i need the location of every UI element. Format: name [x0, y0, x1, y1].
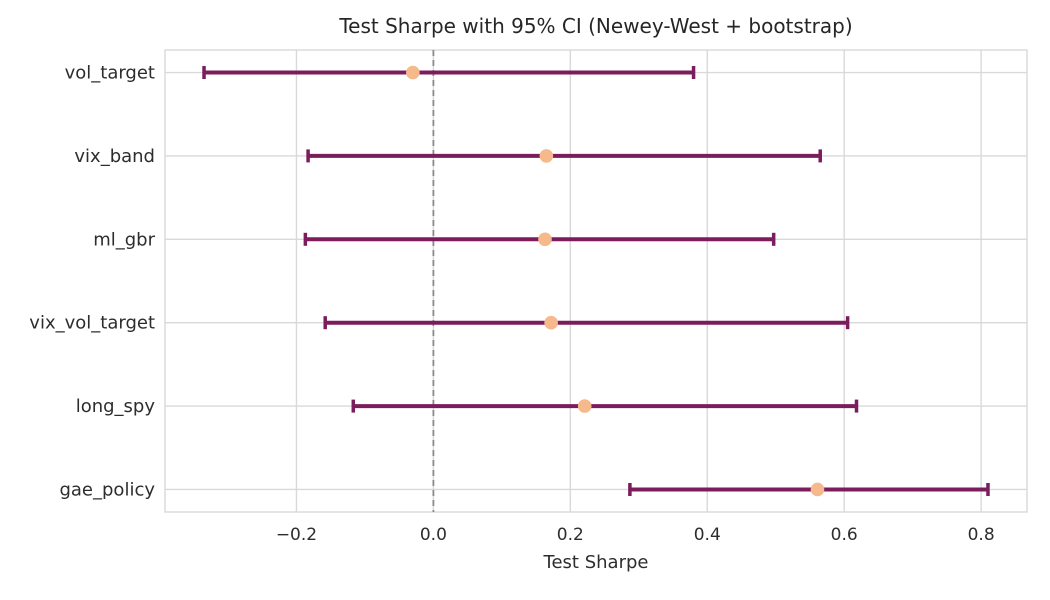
grid-layer — [165, 50, 1027, 512]
mean-marker — [406, 65, 420, 80]
y-tick-label: vol_target — [65, 63, 155, 84]
x-tick-label: 0.8 — [968, 525, 995, 545]
mean-marker — [577, 399, 592, 413]
mean-marker — [539, 149, 554, 163]
chart-title: Test Sharpe with 95% CI (Newey-West + bo… — [338, 14, 852, 38]
x-tick-label: −0.2 — [276, 525, 317, 545]
plot-border — [164, 49, 1028, 513]
mean-marker — [538, 232, 552, 247]
y-tick-label: vix_vol_target — [29, 313, 155, 334]
x-tick-label: 0.2 — [557, 525, 584, 545]
mean-marker — [544, 315, 558, 330]
y-tick-label: ml_gbr — [93, 229, 155, 250]
x-tick-label: 0.4 — [694, 525, 721, 545]
mean-marker — [810, 482, 825, 497]
y-tick-label: vix_band — [74, 146, 155, 167]
y-tick-label: gae_policy — [59, 479, 155, 500]
x-axis-label: Test Sharpe — [543, 552, 649, 573]
y-tick-label: long_spy — [76, 396, 156, 417]
x-tick-label: 0.6 — [831, 525, 858, 545]
data-layer — [202, 65, 990, 497]
axis-layer: −0.2 0.0 0.2 0.4 0.6 0.8 vol_target vix_band ml_… — [29, 63, 994, 545]
x-tick-label: 0.0 — [420, 525, 447, 545]
